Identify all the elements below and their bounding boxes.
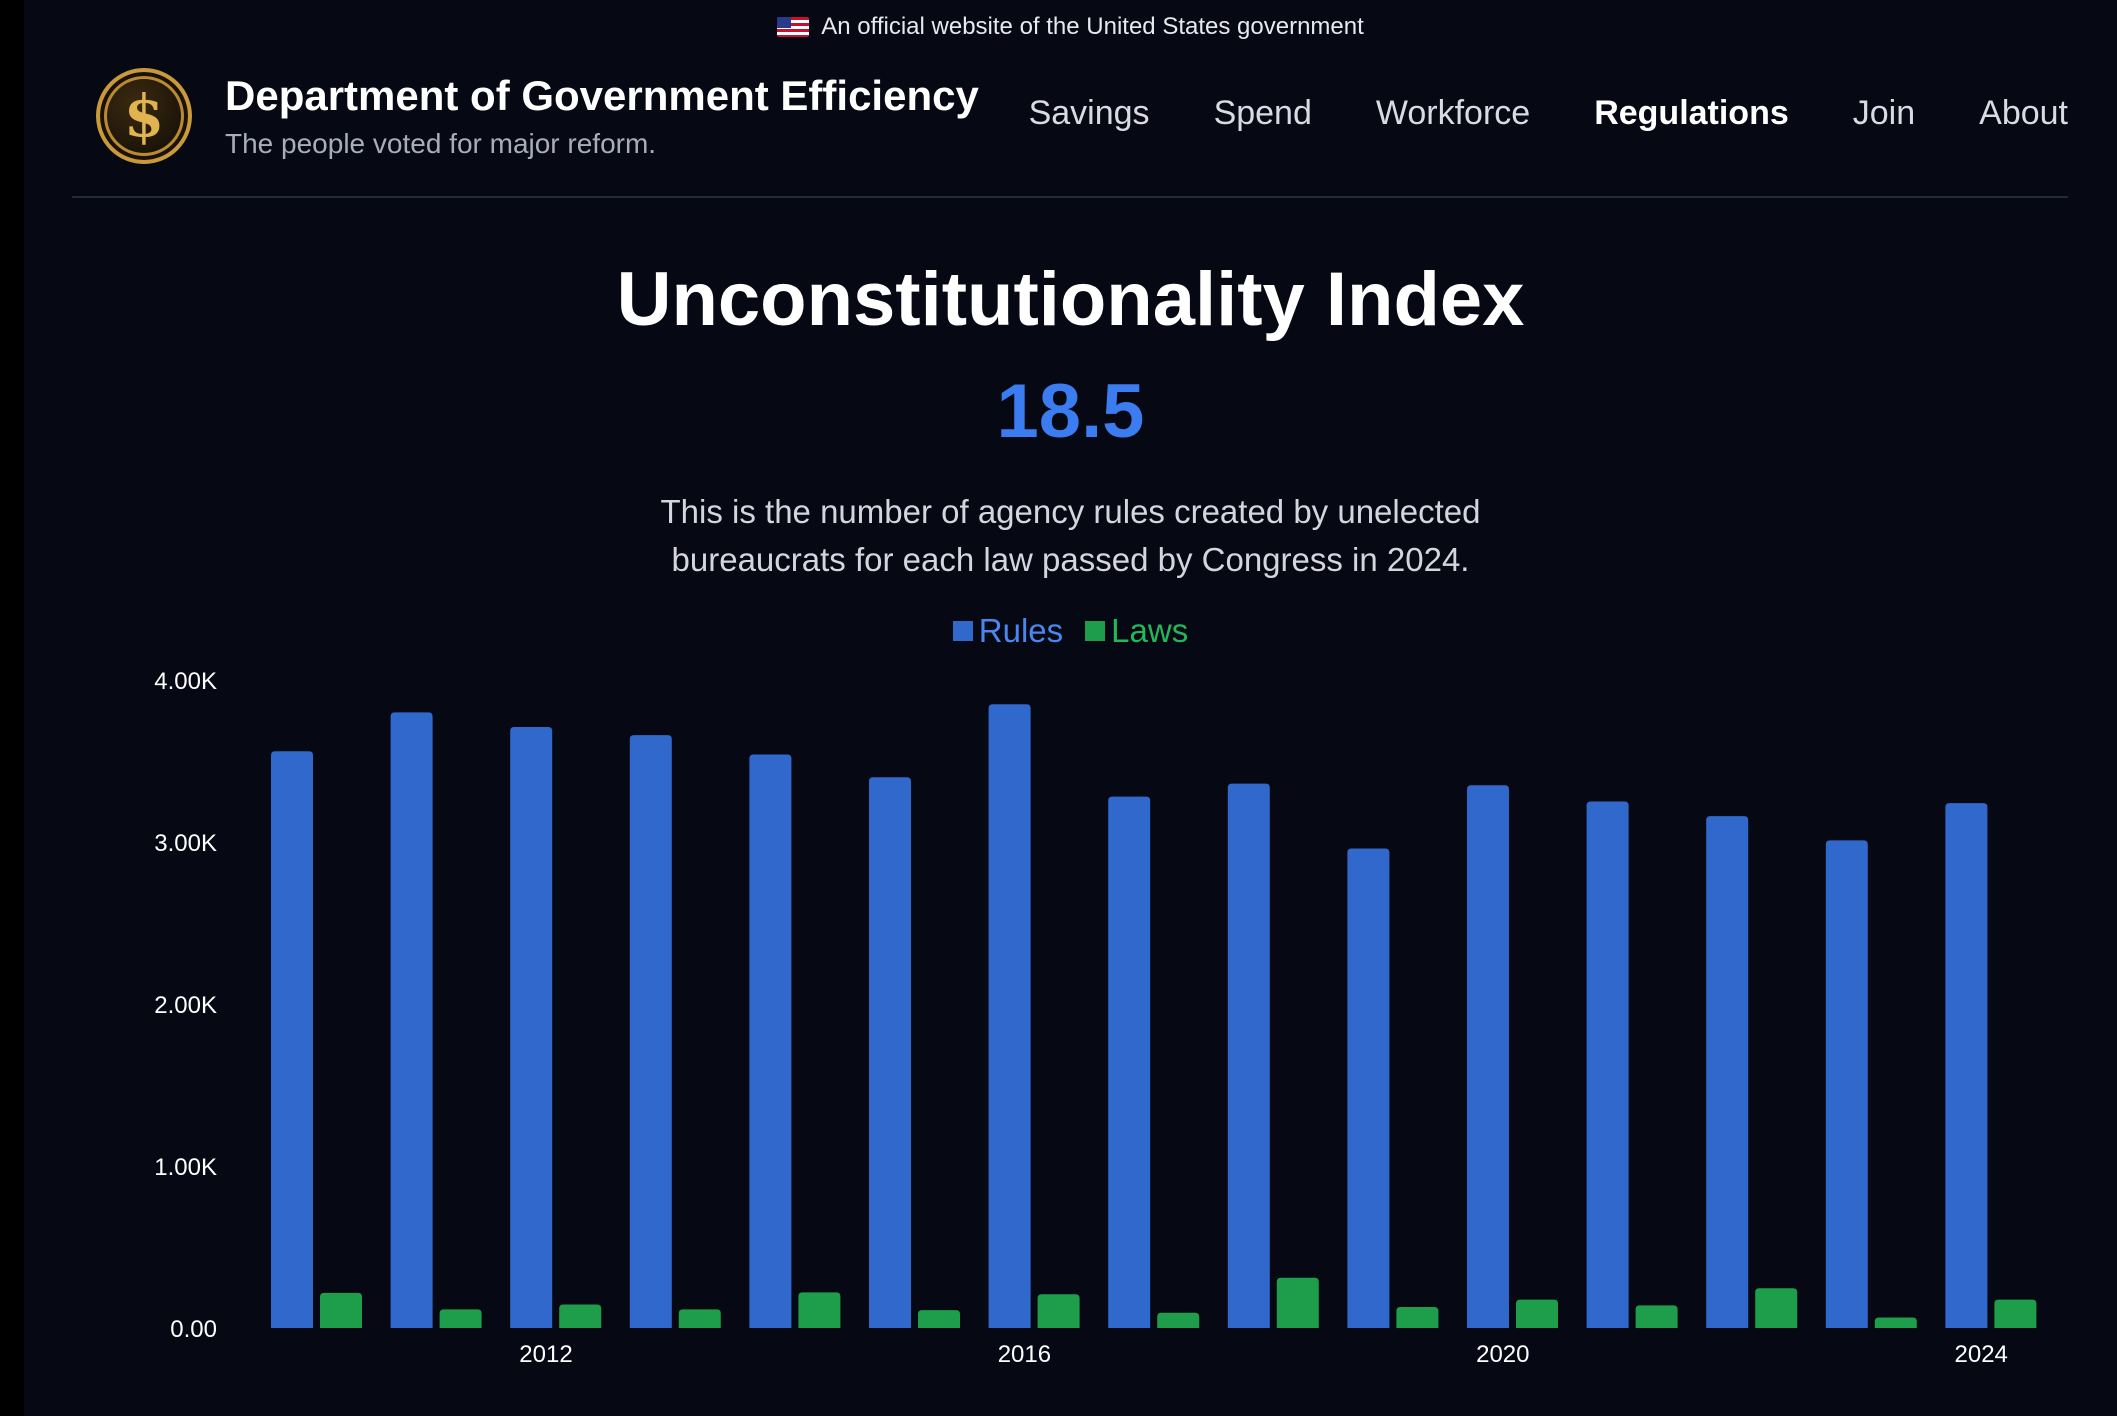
- laws-bar: [1755, 1288, 1798, 1328]
- official-banner-text: An official website of the United States…: [821, 13, 1364, 40]
- rules-bar: [988, 704, 1031, 1328]
- rules-bar: [1825, 840, 1868, 1328]
- rules-bar: [1227, 783, 1270, 1328]
- legend-label-rules: Rules: [978, 612, 1064, 649]
- laws-bar: [1396, 1306, 1439, 1328]
- legend-swatch-rules: [952, 621, 973, 641]
- laws-bar: [1994, 1299, 2037, 1328]
- y-tick-label: 0.00: [170, 1316, 217, 1343]
- chart-legend: Rules Laws: [24, 612, 2117, 650]
- rules-bar: [1467, 785, 1509, 1328]
- laws-bar: [559, 1304, 602, 1328]
- description-line-1: This is the number of agency rules creat…: [660, 493, 1481, 530]
- dollar-seal-icon[interactable]: $: [96, 68, 192, 164]
- us-flag-icon: [777, 17, 810, 37]
- laws-bar: [678, 1309, 721, 1328]
- legend-item-laws[interactable]: Laws: [1085, 612, 1188, 650]
- laws-bar: [1635, 1305, 1678, 1328]
- page-title: Unconstitutionality Index: [616, 257, 1525, 342]
- laws-bar: [320, 1292, 362, 1328]
- legend-swatch-laws: [1085, 621, 1106, 641]
- laws-bar: [1037, 1294, 1080, 1328]
- x-tick-label: 2024: [1955, 1341, 2008, 1368]
- index-value: 18.5: [996, 369, 1145, 454]
- index-description: This is the number of agency rules creat…: [24, 488, 2117, 584]
- rules-bar: [1108, 796, 1151, 1328]
- site-subtitle: The people voted for major reform.: [225, 128, 657, 159]
- nav-item-savings[interactable]: Savings: [1028, 94, 1150, 132]
- nav-item-regulations[interactable]: Regulations: [1594, 94, 1789, 132]
- rules-bar: [390, 712, 433, 1328]
- rules-bar: [629, 735, 672, 1328]
- nav-item-spend[interactable]: Spend: [1213, 94, 1312, 132]
- main-nav: Savings Spend Workforce Regulations Join…: [1029, 94, 2068, 133]
- x-tick-label: 2012: [519, 1341, 572, 1368]
- y-tick-label: 1.00K: [154, 1154, 217, 1181]
- y-tick-label: 4.00K: [154, 668, 217, 695]
- nav-item-workforce[interactable]: Workforce: [1375, 94, 1531, 132]
- laws-bar: [1157, 1312, 1200, 1328]
- rules-bar: [1347, 848, 1390, 1328]
- rules-bar: [1706, 816, 1749, 1328]
- x-tick-label: 2020: [1476, 1341, 1529, 1368]
- rules-bar: [1586, 801, 1629, 1328]
- nav-item-about[interactable]: About: [1979, 94, 2068, 132]
- x-tick-label: 2016: [998, 1341, 1051, 1368]
- rules-bar: [1945, 803, 1988, 1328]
- rules-bar: [510, 726, 553, 1328]
- laws-bar: [798, 1292, 841, 1328]
- site-header: $ Department of Government Efficiency Th…: [72, 66, 2068, 198]
- site-title[interactable]: Department of Government Efficiency: [225, 72, 979, 119]
- laws-bar: [439, 1309, 482, 1328]
- rules-bar: [749, 754, 792, 1328]
- rules-laws-bar-chart: 0.00 1.00K 2.00K 3.00K 4.00K 2012 2016 2020 2024: [154, 668, 2037, 1368]
- page-frame: An official website of the United States…: [24, 0, 2117, 1416]
- nav-item-join[interactable]: Join: [1852, 94, 1916, 132]
- official-banner: An official website of the United States…: [24, 10, 2117, 44]
- legend-label-laws: Laws: [1111, 612, 1189, 649]
- laws-bar: [918, 1310, 960, 1328]
- laws-bar: [1874, 1317, 1917, 1328]
- laws-bar: [1516, 1299, 1558, 1328]
- rules-bar: [271, 751, 313, 1328]
- y-tick-label: 2.00K: [154, 992, 217, 1019]
- description-line-2: bureaucrats for each law passed by Congr…: [671, 541, 1470, 578]
- laws-bar: [1276, 1277, 1319, 1328]
- y-tick-label: 3.00K: [154, 830, 217, 857]
- rules-bar: [869, 777, 911, 1328]
- legend-item-rules[interactable]: Rules: [952, 612, 1064, 650]
